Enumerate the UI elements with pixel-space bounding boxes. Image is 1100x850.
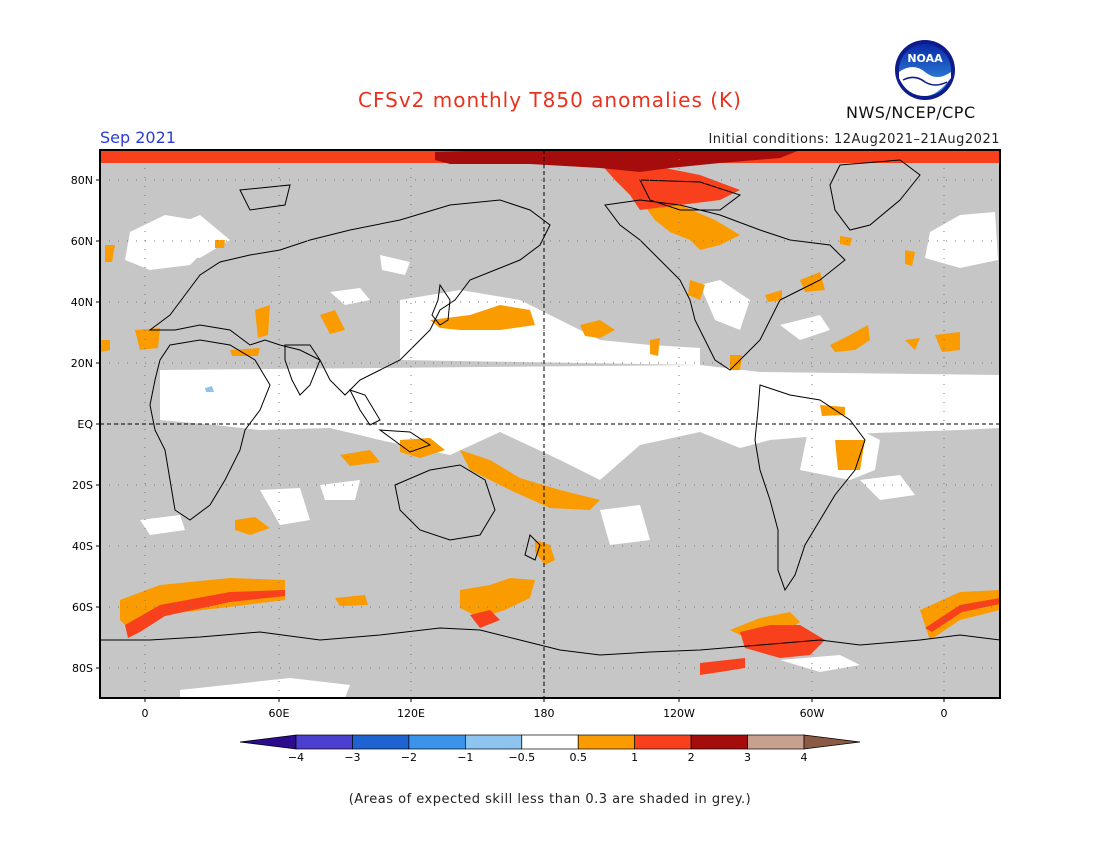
colorbar-label: −1 [457,751,473,764]
forecast-month: Sep 2021 [100,128,176,147]
lon-label: 60E [269,707,290,720]
map-background [100,150,1000,698]
longitude-labels: 0 60E 120E 180 120W 60W 0 [142,698,948,720]
map-frame [99,149,1001,699]
lon-label: 120E [397,707,425,720]
lat-label: 80N [71,174,93,187]
anomaly-0_5-1K-regions [100,200,1000,640]
colorbar-swatch [295,734,353,750]
colorbar-label: −0.5 [508,751,535,764]
lon-label: 120W [663,707,695,720]
graticule [100,150,1000,698]
agency-name: NWS/NCEP/CPC [846,103,976,122]
colorbar-swatch [634,734,692,750]
colorbar-label: 3 [744,751,751,764]
colorbar-swatch [747,734,805,750]
colorbar-label: 0.5 [569,751,587,764]
noaa-logo-icon: NOAA [895,40,955,100]
colorbar-arrow-high [803,734,861,750]
lat-label: 20N [71,357,93,370]
colorbar-swatch [408,734,466,750]
lon-label: 180 [534,707,555,720]
lat-label: EQ [77,418,93,431]
logo-text: NOAA [907,52,943,65]
lat-label: 80S [72,662,93,675]
lat-label: 40S [72,540,93,553]
colorbar-label: 1 [631,751,638,764]
anomaly-1-2K-regions [100,150,1000,675]
neutral-anomaly-regions [125,212,1000,698]
colorbar-arrow-low [239,734,297,750]
coastlines [100,159,1000,656]
map-title: CFSv2 monthly T850 anomalies (K) [358,88,742,112]
colorbar-label: −2 [401,751,417,764]
colorbar-swatch [464,734,523,750]
colorbar-swatch [577,734,636,750]
anomaly-neg-0_5-1K-spot [205,386,214,392]
lat-label: 20S [72,479,93,492]
initial-conditions: Initial conditions: 12Aug2021–21Aug2021 [708,132,1000,147]
colorbar-swatch [521,734,579,750]
colorbar-label: −4 [288,751,304,764]
lat-label: 60N [71,235,93,248]
skill-note: (Areas of expected skill less than 0.3 a… [348,792,752,807]
colorbar-label: −3 [344,751,360,764]
lat-label: 40N [71,296,93,309]
lon-label: 0 [941,707,948,720]
latitude-labels: 80N 60N 40N 20N EQ 20S 40S 60S 80S [71,174,100,675]
lat-label: 60S [72,601,93,614]
colorbar: −4 −3 −2 −1 −0.5 0.5 1 2 3 4 [239,734,861,764]
colorbar-label: 2 [688,751,695,764]
colorbar-label: 4 [801,751,808,764]
lon-label: 60W [800,707,825,720]
lon-label: 0 [142,707,149,720]
colorbar-swatch [352,734,410,750]
colorbar-swatch [690,734,748,750]
anomaly-2-3K-regions [435,150,800,172]
